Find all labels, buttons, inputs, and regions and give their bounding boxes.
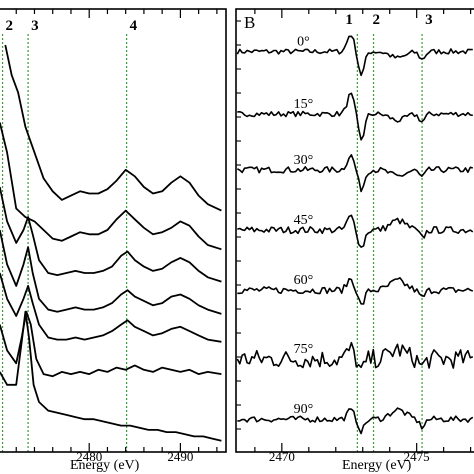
panel-b-series-1 bbox=[236, 35, 473, 77]
panel-a-marker-label-2: 2 bbox=[6, 18, 13, 34]
panel-a-marker-lines: 2 3 4 bbox=[1, 18, 138, 452]
panel-b-series: 0° 15° 30° 45° 60° 75° 90° bbox=[236, 35, 474, 435]
panel-b-marker-label-3: 3 bbox=[425, 12, 433, 28]
panel-a-series-5 bbox=[0, 272, 222, 343]
panel-b-marker-lines: 1 2 3 bbox=[345, 12, 433, 452]
panel-b-letter: B bbox=[244, 13, 255, 32]
panel-a-series-4 bbox=[0, 229, 222, 315]
panel-b-series-6 bbox=[236, 341, 474, 369]
panel-b-series-label: 75° bbox=[294, 342, 314, 357]
panel-a-series-1 bbox=[4, 44, 222, 212]
panel-b-marker-label-1: 1 bbox=[345, 12, 353, 28]
panel-a-ticks: 2480 2490 bbox=[15, 9, 218, 464]
panel-a-marker-label-3: 3 bbox=[31, 18, 39, 34]
panel-b: 1 2 3 2470 2475 0° 15° 30° 45° 60° 75° 90° B Ener… bbox=[235, 8, 474, 473]
panel-b-marker-label-2: 2 bbox=[373, 12, 381, 28]
panel-a-xlabel: Energy (eV) bbox=[70, 458, 140, 473]
panel-b-ticks: 2470 2475 bbox=[236, 9, 472, 464]
panel-b-series-label: 45° bbox=[294, 213, 314, 228]
panel-a-series bbox=[0, 44, 222, 442]
panel-b-series-2 bbox=[237, 92, 473, 141]
panel-a-series-6 bbox=[0, 310, 222, 378]
panel-b-series-label: 0° bbox=[297, 35, 310, 50]
panel-b-series-label: 90° bbox=[294, 402, 314, 417]
panel-a-series-2 bbox=[0, 122, 222, 251]
panel-a-series-7 bbox=[0, 310, 222, 442]
panel-a-marker-label-4: 4 bbox=[130, 18, 138, 34]
panel-a-series-3 bbox=[0, 186, 222, 283]
panel-b-series-5 bbox=[237, 277, 474, 305]
panel-b-series-label: 15° bbox=[294, 97, 314, 112]
panel-b-series-3 bbox=[236, 154, 474, 193]
panel-b-frame bbox=[235, 8, 474, 453]
panel-a-frame bbox=[0, 8, 227, 453]
panel-b-xlabel: Energy (eV) bbox=[342, 458, 412, 473]
panel-b-series-label: 60° bbox=[294, 273, 314, 288]
panel-b-series-4 bbox=[237, 214, 474, 248]
panel-b-series-label: 30° bbox=[294, 153, 314, 168]
panel-a: 2 3 4 2480 2490 Energy (eV) bbox=[0, 8, 227, 473]
panel-b-series-7 bbox=[237, 407, 474, 435]
